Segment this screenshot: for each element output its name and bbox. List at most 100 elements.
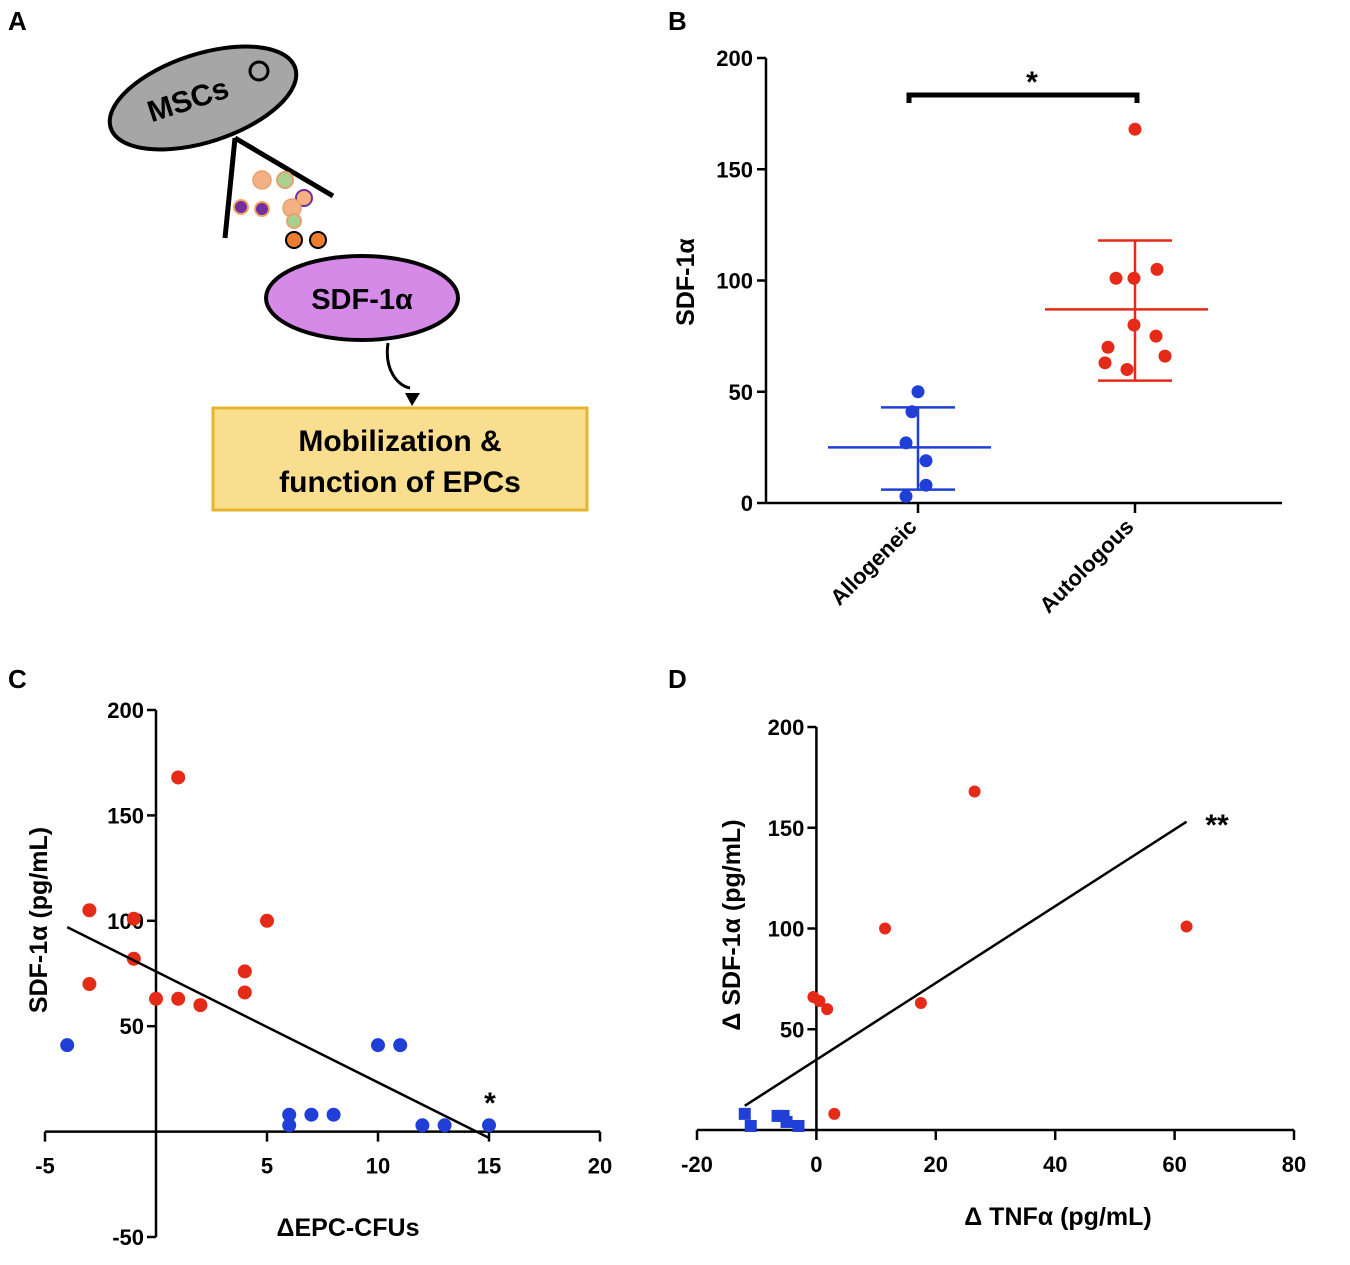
vesicle <box>309 231 327 249</box>
x-tick-label: 10 <box>366 1154 390 1179</box>
data-point <box>415 1118 430 1133</box>
y-tick-label: 150 <box>768 816 805 841</box>
data-point <box>1101 340 1115 354</box>
x-axis-label: Δ TNFα (pg/mL) <box>964 1203 1151 1231</box>
data-point <box>393 1038 408 1053</box>
data-point <box>237 964 252 979</box>
y-axis-label: Δ SDF-1α (pg/mL) <box>718 819 746 1030</box>
significance-marker: ** <box>1205 809 1229 842</box>
data-point <box>1098 356 1112 370</box>
y-tick-label: 50 <box>729 380 753 405</box>
data-point <box>237 985 252 1000</box>
data-point <box>919 478 933 492</box>
y-axis-label: SDF-1α <box>672 238 700 326</box>
data-point <box>60 1038 75 1053</box>
data-point <box>905 405 919 419</box>
vesicle <box>254 201 270 217</box>
data-point <box>1158 349 1172 363</box>
x-tick-label: -20 <box>681 1152 713 1177</box>
y-tick-label: -50 <box>112 1225 144 1250</box>
data-point <box>1109 271 1123 285</box>
x-tick-label: Allogeneic <box>825 514 921 610</box>
y-tick-label: 200 <box>716 46 753 71</box>
data-point <box>149 991 163 1006</box>
y-tick-label: 100 <box>768 917 805 942</box>
panel-letter-b: B <box>668 6 687 36</box>
chart-b: 0 50 100 150 200 Allogeneic Autologous SDF-1α * <box>672 46 1282 618</box>
data-point <box>1120 363 1134 376</box>
arrow-curve <box>385 342 411 390</box>
data-point <box>482 1118 496 1133</box>
data-point <box>738 1107 751 1120</box>
data-point <box>371 1038 385 1053</box>
chart-d: -20 0 20 40 60 80 50 100 150 200 Δ TNFα (pg/mL) Δ S… <box>681 715 1306 1231</box>
secreted-vesicles <box>233 170 327 249</box>
outcome-line-2: function of EPCs <box>279 466 521 499</box>
panel-letter-a: A <box>8 6 27 36</box>
x-tick-label: 40 <box>1043 1152 1067 1177</box>
data-point <box>744 1119 757 1132</box>
x-tick-label: 20 <box>924 1152 948 1177</box>
data-point <box>1128 122 1142 136</box>
y-tick-label: 150 <box>107 803 144 828</box>
data-point <box>82 903 97 918</box>
data-point <box>899 489 913 503</box>
data-point <box>879 922 892 935</box>
data-point <box>1150 262 1164 276</box>
data-point <box>282 1118 297 1133</box>
data-point <box>821 1003 834 1016</box>
data-point <box>1180 920 1193 933</box>
data-point <box>1149 329 1163 343</box>
y-tick-label: 0 <box>741 491 753 516</box>
x-tick-label: -5 <box>35 1154 55 1179</box>
y-tick-label: 50 <box>120 1014 144 1039</box>
arrow-head-icon <box>405 393 420 406</box>
y-tick-label: 100 <box>716 269 753 294</box>
outcome-line-1: Mobilization & <box>298 425 501 458</box>
x-tick-label: 15 <box>477 1154 501 1179</box>
x-tick-label: 60 <box>1162 1152 1186 1177</box>
y-tick-label: 200 <box>768 715 805 740</box>
regression-line <box>66 926 490 1140</box>
data-point <box>792 1119 805 1132</box>
regression-line <box>744 820 1188 1107</box>
data-point <box>780 1115 793 1128</box>
data-point <box>899 436 913 450</box>
sdf-label: SDF-1α <box>311 284 413 316</box>
outcome-box <box>211 406 589 512</box>
secretion-line-left <box>222 137 238 239</box>
x-tick-label: 20 <box>588 1154 612 1179</box>
data-point <box>260 913 274 928</box>
data-point <box>193 998 208 1013</box>
data-point <box>171 770 186 785</box>
significance-marker: * <box>484 1087 496 1120</box>
data-point <box>82 977 97 992</box>
x-tick-label: 80 <box>1282 1152 1306 1177</box>
significance-bracket <box>906 92 1140 103</box>
vesicle <box>252 170 272 190</box>
panel-letter-d: D <box>668 664 687 694</box>
data-point <box>282 1107 297 1122</box>
vesicle <box>233 199 249 215</box>
vesicle <box>276 171 294 189</box>
vesicle <box>285 231 303 249</box>
data-point <box>911 385 925 399</box>
msc-nucleus-icon <box>248 60 270 82</box>
data-point <box>1127 318 1141 332</box>
data-point <box>437 1118 452 1133</box>
y-tick-label: 50 <box>780 1017 804 1042</box>
data-point <box>828 1107 841 1120</box>
panel-letter-c: C <box>8 664 27 694</box>
y-tick-label: 150 <box>716 157 753 182</box>
x-tick-label: Autologous <box>1034 514 1138 618</box>
secretion-line-right <box>233 135 335 199</box>
x-tick-label: 0 <box>810 1152 822 1177</box>
significance-marker: * <box>1026 66 1038 99</box>
sdf-ellipse <box>264 254 460 342</box>
vesicle <box>286 213 302 229</box>
data-point <box>304 1107 319 1122</box>
data-point <box>914 997 927 1010</box>
x-tick-label: 5 <box>261 1154 273 1179</box>
